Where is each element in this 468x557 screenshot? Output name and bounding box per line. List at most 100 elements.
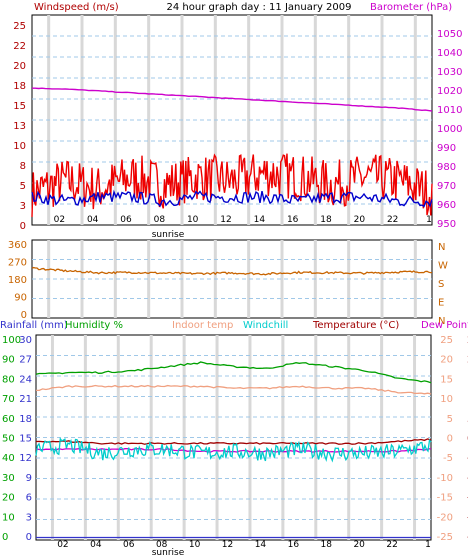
wind-tick-label: 0 [20, 221, 26, 232]
wind-tick-label: 22 [13, 41, 26, 52]
barometer-line [32, 87, 433, 112]
wind-tick-label: 20 [13, 61, 26, 72]
hour-band [314, 335, 318, 540]
x-tick-label: 04 [87, 215, 99, 225]
humidity-tick-label: 90 [2, 355, 15, 366]
barometer-tick-label: 1020 [437, 86, 462, 97]
wind-tick-label: 10 [13, 141, 26, 152]
rainfall-tick-label: 21 [19, 394, 32, 405]
wind-tick-label: 15 [13, 101, 26, 112]
humidity-tick-label: 60 [2, 414, 15, 425]
indoor-temp-tick-label: 5 [447, 414, 453, 425]
x-tick-label: 20 [353, 540, 365, 550]
windchill-label: Windchill [243, 320, 288, 331]
humidity-tick-label: 40 [2, 453, 15, 464]
x-tick-label: 02 [54, 215, 65, 225]
wind-tick-label: 5 [20, 181, 26, 192]
compass-tick-label: N [438, 316, 445, 327]
wind-direction-line [31, 266, 433, 276]
x-tick-label: 18 [320, 215, 332, 225]
humidity-tick-label: 30 [2, 473, 15, 484]
hour-band [247, 15, 251, 225]
hour-band [113, 15, 117, 225]
x-tick-label: 06 [123, 540, 135, 550]
rainfall-tick-label: 30 [19, 335, 32, 346]
rainfall-tick-label: 24 [19, 374, 32, 385]
humidity-label: Humidity % [65, 320, 123, 331]
direction-tick-label: 360 [8, 240, 27, 251]
indoor-temp-line [36, 384, 432, 395]
rainfall-tick-label: 27 [19, 355, 32, 366]
barometer-tick-label: 1040 [437, 48, 462, 59]
compass-tick-label: N [438, 242, 445, 253]
hour-band [280, 15, 284, 225]
x-tick-label: 14 [255, 540, 267, 550]
indoor-temp-tick-label: -25 [437, 532, 453, 543]
x-tick-label: 10 [187, 215, 199, 225]
hour-band [215, 335, 219, 540]
x-tick-label: 16 [287, 215, 299, 225]
indoor-temp-tick-label: 25 [440, 335, 453, 346]
indoor-temp-tick-label: 15 [440, 374, 453, 385]
barometer-tick-label: 980 [437, 162, 456, 173]
humidity-tick-label: 0 [2, 532, 8, 543]
compass-tick-label: S [438, 279, 444, 290]
humidity-tick-label: 10 [2, 512, 15, 523]
windchill-line [35, 437, 432, 463]
direction-tick-label: 0 [21, 310, 27, 321]
rainfall-tick-label: 15 [19, 434, 32, 445]
humidity-tick-label: 20 [2, 493, 15, 504]
temperature-label: Temperature (°C) [312, 320, 399, 331]
hour-band [347, 335, 351, 540]
compass-tick-label: W [438, 261, 448, 272]
wind-tick-label: 13 [13, 121, 26, 132]
barometer-tick-label: 1000 [437, 124, 462, 135]
rainfall-tick-label: 18 [19, 414, 32, 425]
x-tick-label: 22 [386, 540, 397, 550]
temperature-panel: 1009080706050403020100302724211815129630… [2, 334, 468, 557]
barometer-tick-label: 1010 [437, 105, 462, 116]
indoor-temp-tick-label: -5 [443, 453, 453, 464]
hour-band [147, 240, 151, 318]
rainfall-label: Rainfall (mm) [0, 320, 68, 331]
x-tick-label: 04 [90, 540, 102, 550]
wind-tick-label: 8 [20, 161, 26, 172]
sunrise-label: sunrise [152, 230, 185, 240]
sunrise-label: sunrise [152, 548, 185, 557]
wind-tick-label: 25 [13, 21, 26, 32]
x-tick-label: 18 [321, 540, 333, 550]
compass-tick-label: E [438, 298, 444, 309]
x-tick-label: 12 [220, 215, 231, 225]
x-tick-label: 20 [354, 215, 366, 225]
direction-tick-label: 180 [8, 275, 27, 286]
barometer-tick-label: 1050 [437, 29, 462, 40]
indoor-temp-tick-label: 10 [440, 394, 453, 405]
humidity-tick-label: 50 [2, 434, 15, 445]
direction-tick-label: 270 [8, 258, 27, 269]
x-tick-label: 16 [288, 540, 300, 550]
rainfall-tick-label: 0 [26, 532, 32, 543]
dewpoint-label: Dew Point [421, 320, 468, 331]
indoor-temp-tick-label: -20 [437, 512, 453, 523]
rainfall-tick-label: 9 [26, 473, 32, 484]
barometer-tick-label: 950 [437, 219, 456, 230]
x-tick-label: 22 [387, 215, 398, 225]
x-tick-label: 14 [254, 215, 266, 225]
x-tick-label: 1 [426, 215, 432, 225]
indoor-temp-tick-label: 0 [447, 434, 453, 445]
humidity-tick-label: 70 [2, 394, 15, 405]
hour-band [413, 15, 417, 225]
hour-band [113, 240, 117, 318]
hour-band [413, 240, 417, 318]
x-tick-label: 12 [222, 540, 233, 550]
humidity-tick-label: 100 [2, 335, 21, 346]
rainfall-tick-label: 6 [26, 493, 32, 504]
barometer-tick-label: 990 [437, 143, 456, 154]
hour-band [147, 15, 151, 225]
humidity-line [35, 361, 432, 384]
barometer-tick-label: 960 [437, 200, 456, 211]
rainfall-tick-label: 12 [19, 453, 32, 464]
